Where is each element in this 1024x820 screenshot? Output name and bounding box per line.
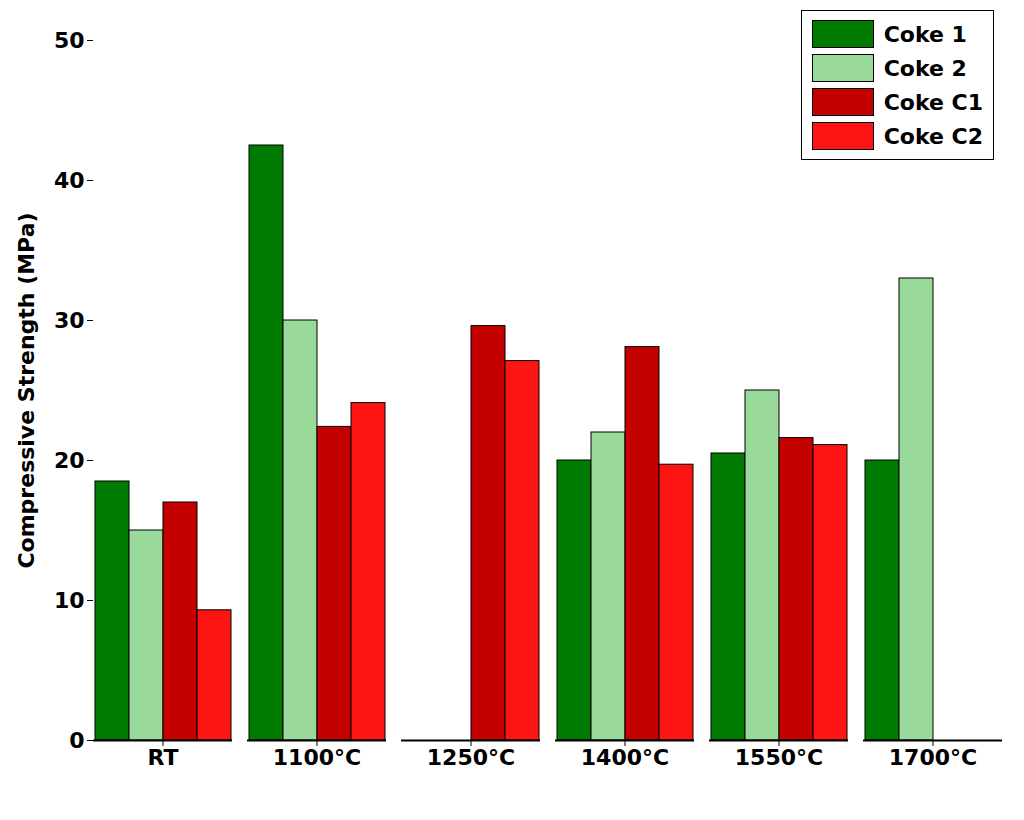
svg-text:10: 10	[54, 588, 85, 613]
svg-text:1250°C: 1250°C	[427, 745, 515, 770]
html-text:Coke C1: Coke C1	[883, 89, 983, 115]
svg-text:40: 40	[54, 168, 85, 193]
svg-text:1700°C: 1700°C	[889, 745, 977, 770]
svg-text:1550°C: 1550°C	[735, 745, 823, 770]
svg-text:1400°C: 1400°C	[581, 745, 669, 770]
html-text:Coke 1: Coke 1	[883, 21, 967, 47]
svg-text:50: 50	[54, 28, 85, 53]
svg-text:RT: RT	[148, 745, 179, 770]
svg-text:1100°C: 1100°C	[273, 745, 361, 770]
svg-text:20: 20	[54, 448, 85, 473]
svg-text:30: 30	[54, 308, 85, 333]
html-text:Coke 2: Coke 2	[883, 55, 967, 81]
svg-text:Compressive Strength (MPa): Compressive Strength (MPa)	[14, 212, 39, 568]
svg-text:0: 0	[69, 728, 84, 753]
html-text:Coke C2: Coke C2	[883, 123, 983, 149]
